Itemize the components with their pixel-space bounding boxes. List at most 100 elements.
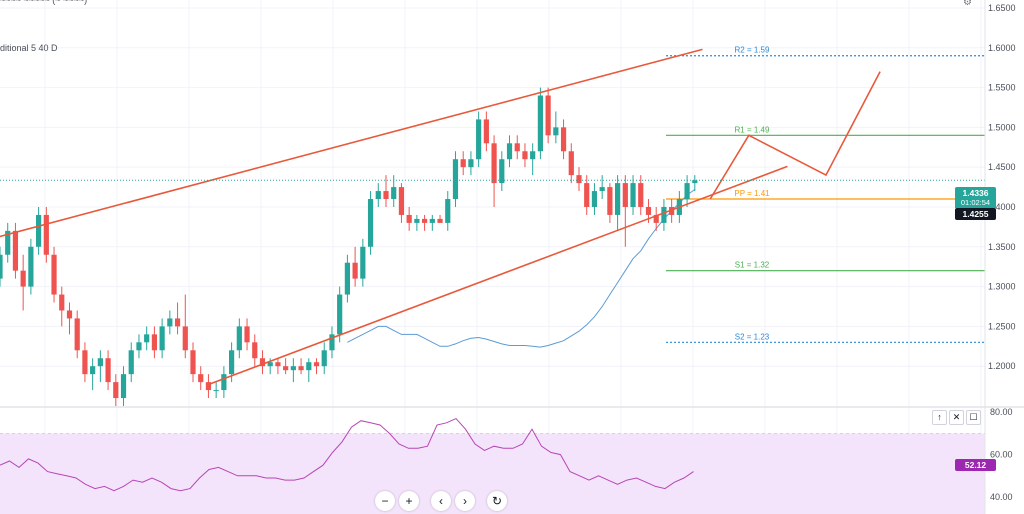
candle-body: [5, 230, 11, 255]
candle-body: [321, 350, 327, 367]
price-tick-label: 1.4500: [988, 162, 1016, 172]
candle-body: [136, 342, 142, 351]
candle-body: [684, 183, 690, 200]
rsi-tick-label: 80.00: [990, 407, 1013, 417]
candle-body: [128, 350, 134, 375]
candle-body: [607, 187, 613, 215]
candle-body: [174, 318, 181, 327]
rsi-value-tag: 52.12: [955, 459, 996, 471]
candle-body: [622, 183, 628, 207]
candle-body: [514, 143, 520, 152]
candle-body: [383, 191, 389, 200]
candle-body: [422, 218, 428, 223]
candle-body: [97, 358, 103, 367]
price-tick-label: 1.2500: [988, 321, 1016, 331]
pane-move-up-button[interactable]: ↑: [932, 410, 947, 425]
candle-body: [460, 159, 466, 168]
candle-body: [506, 143, 513, 160]
candle-body: [530, 151, 536, 160]
price-tick-label: 1.5000: [988, 122, 1016, 132]
candle-body: [344, 262, 350, 295]
candle-body: [306, 362, 312, 371]
candle-body: [275, 362, 281, 367]
candle-body: [545, 95, 551, 136]
candle-body: [313, 362, 320, 367]
candle-body: [167, 318, 173, 327]
candle-body: [653, 214, 659, 223]
channel-upper-line: [0, 48, 703, 238]
candle-body: [252, 342, 258, 359]
pivot-label: R2 = 1.59: [735, 46, 770, 55]
price-tick-label: 1.3000: [988, 282, 1016, 292]
candle-body: [120, 374, 127, 399]
candle-body: [414, 218, 420, 223]
indicator-label[interactable]: ditional 5 40 D: [0, 43, 58, 53]
candle-body: [298, 366, 304, 371]
candle-body: [537, 95, 543, 152]
candle-body: [445, 199, 451, 223]
candle-body: [591, 191, 598, 207]
candle-body: [221, 374, 227, 391]
rsi-axis[interactable]: 80.00 60.00 40.00: [990, 407, 1013, 502]
candle-body: [337, 294, 343, 335]
candle-body: [398, 187, 405, 215]
forecast-path: [709, 71, 881, 200]
candle-body: [491, 143, 497, 184]
pivot-label: S1 = 1.32: [735, 261, 770, 270]
candle-body: [43, 214, 49, 255]
candle-body: [229, 350, 235, 375]
candle-body: [499, 159, 505, 184]
candle-body: [645, 206, 652, 215]
candle-body: [661, 206, 667, 223]
candle-body: [329, 334, 335, 351]
candle-body: [283, 366, 289, 371]
candle-body: [553, 127, 559, 136]
candle-body: [159, 326, 165, 351]
candle-body: [599, 187, 605, 192]
price-axis[interactable]: 1.6500 1.6000 1.5500 1.5000 1.4500 1.4000 1.35…: [988, 3, 1016, 371]
candle-body: [66, 310, 73, 319]
pivot-levels: R2 = 1.59 R1 = 1.49 PP = 1.41 S1 = 1.32 S2 =…: [666, 46, 985, 343]
candle-body: [352, 262, 358, 279]
candle-body: [36, 214, 42, 247]
scroll-right-button[interactable]: ›: [455, 491, 475, 511]
candle-body: [692, 180, 698, 184]
candle-body: [20, 270, 26, 287]
candle-body: [28, 246, 34, 287]
pane-close-button[interactable]: ✕: [949, 410, 964, 425]
pivot-price-tag: 1.4255: [955, 208, 996, 220]
zoom-in-button[interactable]: +: [399, 491, 419, 511]
candle-body: [375, 191, 381, 200]
price-tick-label: 1.5500: [988, 83, 1016, 93]
reset-chart-button[interactable]: ↻: [487, 491, 507, 511]
candle-body: [236, 326, 242, 351]
candle-body: [198, 374, 204, 383]
zoom-out-button[interactable]: −: [375, 491, 395, 511]
candle-body: [144, 334, 150, 343]
moving-average-line: [347, 189, 696, 348]
price-tick-label: 1.4000: [988, 202, 1016, 212]
candle-body: [82, 350, 88, 375]
candle-body: [638, 183, 644, 207]
scroll-left-button[interactable]: ‹: [431, 491, 451, 511]
price-tick-label: 1.6500: [988, 3, 1016, 13]
pivot-label: R1 = 1.49: [735, 125, 770, 134]
candle-body: [360, 246, 366, 279]
candle-body: [391, 187, 397, 200]
candle-body: [205, 382, 212, 391]
candle-body: [113, 382, 119, 399]
current-price-tag: 1.4336: [955, 187, 996, 199]
channel-lower-line: [208, 165, 788, 386]
candle-body: [406, 214, 412, 223]
header-fragment: ~~~~ ~~~~~ (~ ~~~~): [0, 0, 88, 5]
candle-timer: 01:02:54: [955, 198, 996, 208]
candle-body: [12, 230, 19, 271]
pane-maximize-button[interactable]: ☐: [966, 410, 981, 425]
candle-body: [615, 183, 621, 215]
grid: [0, 0, 985, 514]
candle-body: [0, 254, 3, 279]
price-tick-label: 1.3500: [988, 242, 1016, 252]
settings-gear-icon[interactable]: ⚙: [963, 0, 972, 8]
price-tick-label: 1.6000: [988, 43, 1016, 53]
